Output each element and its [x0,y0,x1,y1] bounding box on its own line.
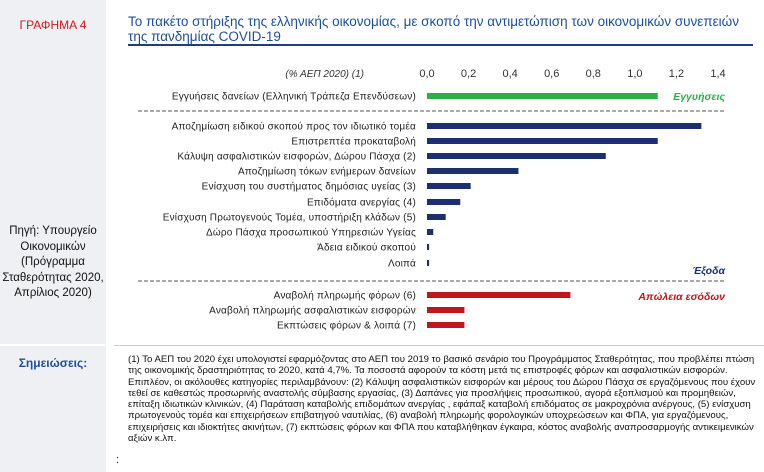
category-label: Εγγυήσεις δανείων (Ελληνική Τράπεζα Επεν… [172,91,416,103]
x-tick-label: 0,4 [502,68,517,80]
bar [427,292,571,298]
bar [427,229,434,235]
source-text: Πηγή: Υπουργείο Οικονομικών (Πρόγραμμα Σ… [2,225,104,299]
x-tick-label: 0,8 [586,68,601,80]
x-tick-label: 1,4 [710,68,725,80]
stray-char: : [116,454,120,466]
x-tick-label: 0,2 [461,68,476,80]
bar [427,307,465,313]
x-tick-label: 1,0 [627,68,642,80]
bar [427,183,471,189]
group-label: Εγγυήσεις [673,91,725,103]
bar [427,93,658,99]
figure-label: ΓΡΑΦΗΜΑ 4 [19,18,87,32]
category-label: Αποζημίωση τόκων ενήμερων δανείων [238,166,416,178]
category-label: Αναβολή πληρωμής φόρων (6) [274,290,416,302]
category-label: Λοιπά [388,258,416,270]
notes-label: Σημειώσεις: [18,356,88,370]
bar [427,123,702,129]
bar [427,138,658,144]
category-label: Δώρο Πάσχα προσωπικού Υπηρεσιών Υγείας [206,227,416,239]
left-panel-notes [0,346,106,472]
category-label: Άδεια ειδικού σκοπού [317,242,416,254]
notes-area: (1) Το ΑΕΠ του 2020 έχει υπολογιστεί εφα… [128,354,756,472]
category-label: Αναβολή πληρωμής ασφαλιστικών εισφορών [209,305,416,317]
bar [427,260,430,266]
bar [427,168,519,174]
bar [427,214,446,220]
bar [427,153,606,159]
category-label: Αποζημίωση ειδικού σκοπού προς τον ιδιωτ… [172,121,416,133]
x-tick-label: 1,2 [669,68,684,80]
category-label: Επιδόματα ανεργίας (4) [307,197,416,209]
bar-chart: (% ΑΕΠ 2020) (1) 0,0 0,2 0,4 0,6 0,8 1,0 1,2 1,4… [138,68,726,332]
chart-title: Το πακέτο στήριξης της ελληνικής οικονομ… [128,14,739,44]
category-label: Ενίσχυση του συστήματος δημόσιας υγείας … [202,181,416,193]
group-label: Έξοδα [692,265,725,277]
section-divider [114,345,764,346]
x-tick-label: 0,0 [419,68,434,80]
note-1: (1) Το ΑΕΠ του 2020 έχει υπολογιστεί εφα… [128,354,755,377]
category-label: Επιστρεπτέα προκαταβολή [291,136,416,148]
category-label: Κάλυψη ασφαλιστικών εισφορών, Δώρου Πάσχ… [177,151,416,163]
x-tick-label: 0,6 [544,68,559,80]
bar [427,244,430,250]
unit-label: (% ΑΕΠ 2020) (1) [285,69,364,80]
category-label: Ενίσχυση Πρωτογενούς Τομέα, υποστήριξη κ… [163,212,416,224]
bar [427,322,465,328]
category-label: Εκπτώσεις φόρων & λοιπά (7) [277,320,416,332]
group-label: Απώλεια εσόδων [637,291,725,303]
separator [106,0,114,472]
note-2: Επιπλέον, οι ακόλουθες κατηγορίες περιλα… [128,376,756,445]
left-panel [0,0,106,344]
title-rule [128,44,753,46]
bar [427,199,461,205]
